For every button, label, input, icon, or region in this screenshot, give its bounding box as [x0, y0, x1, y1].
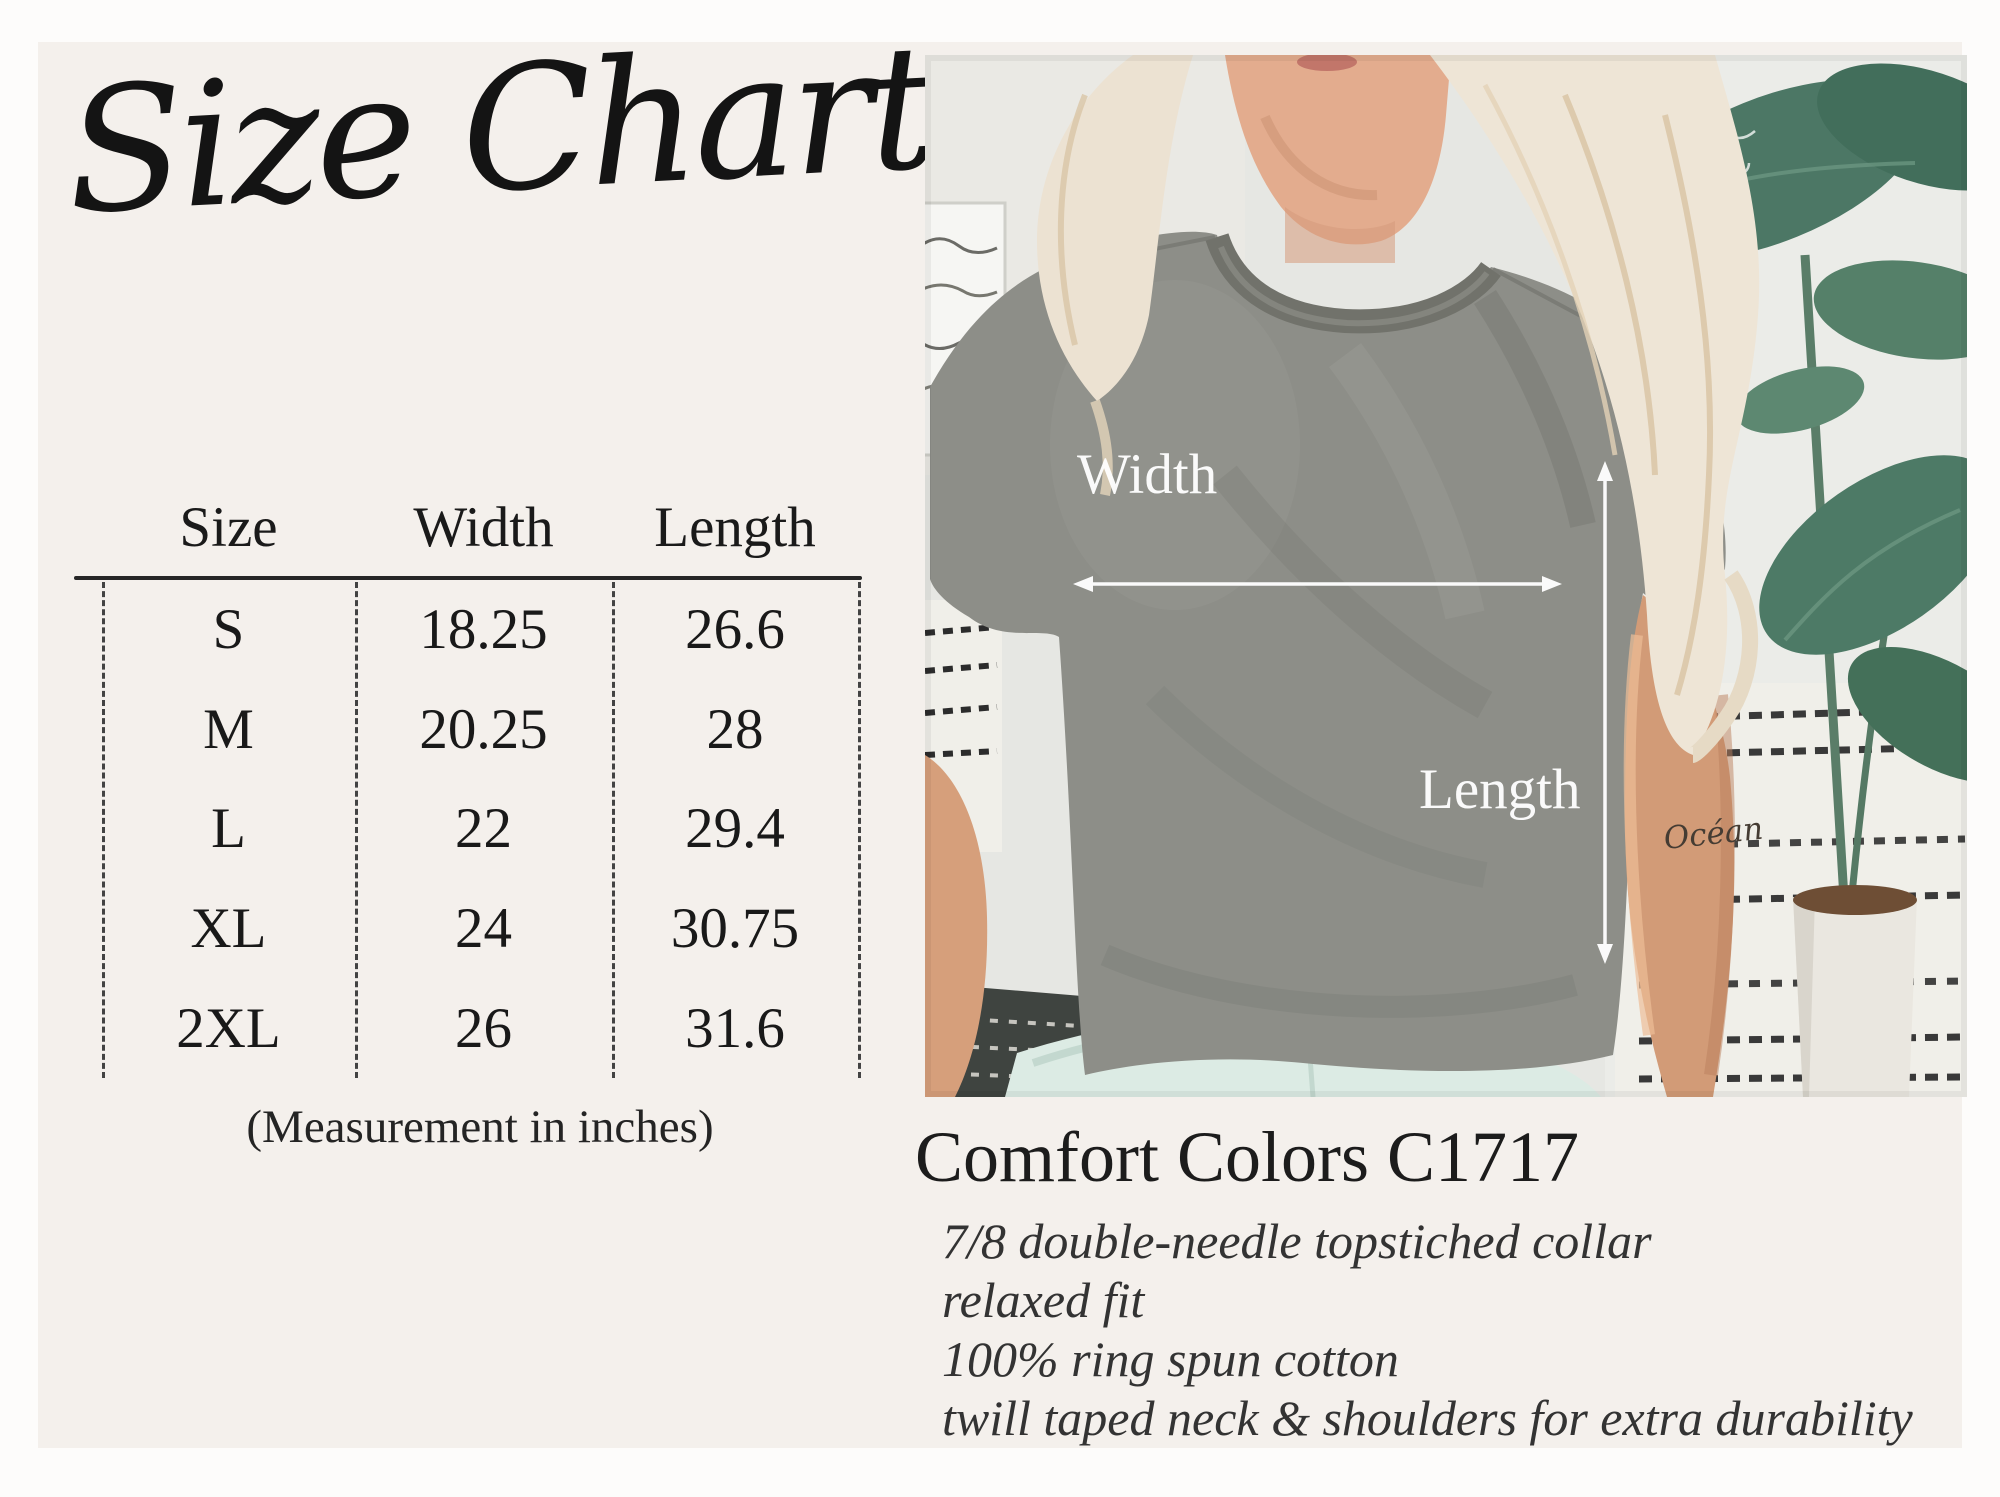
product-feature: 7/8 double-needle topstiched collar [942, 1213, 1652, 1269]
product-feature: relaxed fit [942, 1272, 1145, 1328]
product-name: Comfort Colors C1717 [915, 1117, 1580, 1197]
table-cell-width: 22 [455, 797, 512, 861]
table-cell-length: 31.6 [685, 996, 785, 1060]
table-border-right [858, 582, 861, 1078]
length-label: Length [1419, 758, 1580, 821]
model-photo-scene: Océan [925, 55, 1967, 1097]
lips [1297, 55, 1357, 71]
table-cell-length: 26.6 [685, 598, 785, 662]
table-cell-length: 30.75 [670, 897, 800, 961]
table-cell-width: 20.25 [419, 697, 548, 761]
table-cell-size: XL [190, 897, 267, 961]
plant-pot [1793, 885, 1917, 1097]
table-cell-width: 24 [455, 897, 512, 961]
table-divider-1 [355, 582, 358, 1078]
table-header-rule [74, 576, 862, 580]
measurement-annotations: Width Length [1073, 443, 1613, 964]
column-header-size: Size [179, 496, 278, 559]
photo-vignette [925, 55, 1967, 1097]
measurement-note: (Measurement in inches) [246, 1101, 714, 1153]
model-photo: Océan [925, 55, 1967, 1097]
model-hair [1037, 55, 1760, 763]
model-left-arm [925, 755, 988, 1097]
column-header-length: Length [654, 496, 816, 559]
table-cell-width: 26 [455, 996, 512, 1060]
table-cell-width: 18.25 [419, 598, 548, 662]
table-cell-length: 28 [706, 697, 764, 761]
size-chart-title: Size Chart [61, 6, 938, 253]
table-divider-2 [612, 582, 615, 1078]
table-cell-size: 2XL [176, 996, 281, 1060]
tshirt [930, 231, 1726, 1076]
table-cell-length: 29.4 [685, 797, 785, 861]
size-table-body: S 18.25 26.6 M 20.25 28 L 22 29.4 XL 24 … [102, 580, 858, 1078]
size-table-header: Size Width Length [102, 462, 858, 568]
product-features: 7/8 double-needle topstiched collar rela… [942, 1212, 1952, 1448]
table-cell-size: M [203, 697, 254, 761]
product-feature: twill taped neck & shoulders for extra d… [942, 1390, 1913, 1446]
column-header-width: Width [413, 496, 554, 559]
length-arrow [1597, 461, 1613, 964]
product-feature: 100% ring spun cotton [942, 1331, 1399, 1387]
table-cell-size: S [212, 598, 245, 662]
width-arrow [1073, 576, 1562, 592]
width-label: Width [1077, 443, 1217, 506]
table-border-left [102, 582, 105, 1078]
model-face-neck [1225, 55, 1451, 263]
table-cell-size: L [211, 797, 246, 861]
